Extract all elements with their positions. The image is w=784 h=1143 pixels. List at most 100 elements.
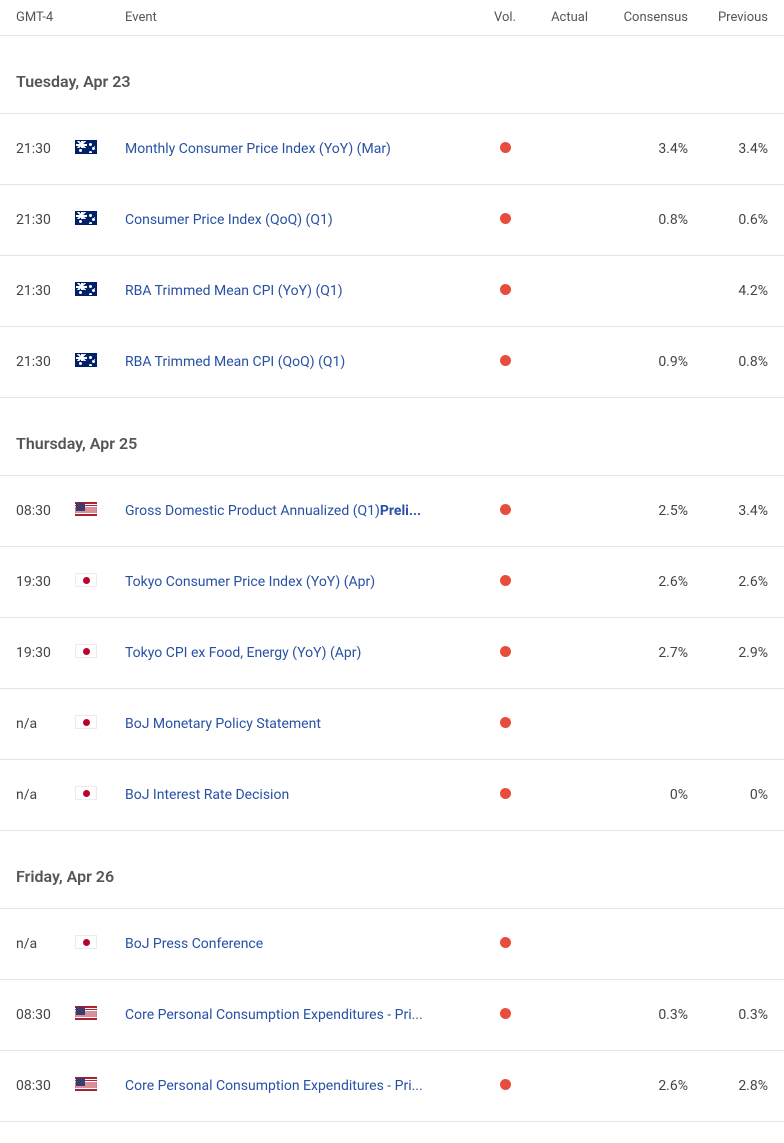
cell-event[interactable]: Tokyo CPI ex Food, Energy (YoY) (Apr) — [125, 645, 482, 661]
vol-dot-icon — [500, 1079, 511, 1090]
cell-previous: 0.3% — [688, 1007, 768, 1023]
cell-previous: 3.4% — [688, 503, 768, 519]
cell-flag — [75, 1006, 125, 1024]
vol-dot-icon — [500, 1008, 511, 1019]
days-container: Tuesday, Apr 23 21:30 Monthly Consumer Pri… — [0, 36, 784, 1122]
jp-flag-icon — [75, 644, 97, 658]
cell-vol — [482, 936, 528, 952]
cell-event[interactable]: Tokyo Consumer Price Index (YoY) (Apr) — [125, 574, 482, 590]
cell-vol — [482, 645, 528, 661]
cell-time: 21:30 — [16, 354, 75, 370]
table-row[interactable]: 19:30 Tokyo CPI ex Food, Energy (YoY) (Ap… — [0, 618, 784, 689]
cell-flag — [75, 282, 125, 300]
vol-dot-icon — [500, 284, 511, 295]
table-row[interactable]: n/a BoJ Press Conference — [0, 909, 784, 980]
cell-time: 21:30 — [16, 283, 75, 299]
cell-vol — [482, 574, 528, 590]
header-actual: Actual — [528, 10, 588, 25]
cell-vol — [482, 503, 528, 519]
cell-flag — [75, 786, 125, 804]
table-row[interactable]: 08:30 Gross Domestic Product Annualized (… — [0, 476, 784, 547]
cell-consensus: 2.6% — [588, 1078, 688, 1094]
header-previous: Previous — [688, 10, 768, 25]
jp-flag-icon — [75, 715, 97, 729]
cell-event[interactable]: BoJ Press Conference — [125, 936, 482, 952]
header-time: GMT-4 — [16, 10, 75, 25]
cell-previous: 0.6% — [688, 212, 768, 228]
cell-time: 08:30 — [16, 1007, 75, 1023]
event-bold-suffix: Preli... — [380, 503, 421, 519]
au-flag-icon — [75, 353, 97, 367]
cell-vol — [482, 212, 528, 228]
cell-time: n/a — [16, 936, 75, 952]
cell-time: n/a — [16, 787, 75, 803]
cell-event[interactable]: BoJ Monetary Policy Statement — [125, 716, 482, 732]
vol-dot-icon — [500, 504, 511, 515]
day-header: Friday, Apr 26 — [0, 831, 784, 909]
cell-flag — [75, 140, 125, 158]
us-flag-icon — [75, 502, 97, 516]
cell-previous: 3.4% — [688, 141, 768, 157]
table-row[interactable]: n/a BoJ Monetary Policy Statement — [0, 689, 784, 760]
cell-vol — [482, 1078, 528, 1094]
table-row[interactable]: 08:30 Core Personal Consumption Expenditu… — [0, 980, 784, 1051]
cell-vol — [482, 716, 528, 732]
cell-vol — [482, 354, 528, 370]
jp-flag-icon — [75, 935, 97, 949]
vol-dot-icon — [500, 355, 511, 366]
cell-time: 21:30 — [16, 212, 75, 228]
header-consensus: Consensus — [588, 10, 688, 25]
cell-flag — [75, 1077, 125, 1095]
day-header: Tuesday, Apr 23 — [0, 36, 784, 114]
cell-event[interactable]: BoJ Interest Rate Decision — [125, 787, 482, 803]
cell-time: 21:30 — [16, 141, 75, 157]
cell-vol — [482, 283, 528, 299]
table-row[interactable]: n/a BoJ Interest Rate Decision 0%0% — [0, 760, 784, 831]
cell-event[interactable]: Core Personal Consumption Expenditures -… — [125, 1078, 482, 1094]
day-header: Thursday, Apr 25 — [0, 398, 784, 476]
table-row[interactable]: 19:30 Tokyo Consumer Price Index (YoY) (A… — [0, 547, 784, 618]
cell-consensus: 2.7% — [588, 645, 688, 661]
table-row[interactable]: 21:30RBA Trimmed Mean CPI (QoQ) (Q1)0.9%… — [0, 327, 784, 398]
cell-event[interactable]: Monthly Consumer Price Index (YoY) (Mar) — [125, 141, 482, 157]
au-flag-icon — [75, 211, 97, 225]
vol-dot-icon — [500, 575, 511, 586]
cell-consensus: 0% — [588, 787, 688, 803]
cell-time: 08:30 — [16, 503, 75, 519]
cell-event[interactable]: RBA Trimmed Mean CPI (QoQ) (Q1) — [125, 354, 482, 370]
cell-event[interactable]: RBA Trimmed Mean CPI (YoY) (Q1) — [125, 283, 482, 299]
cell-previous: 0.8% — [688, 354, 768, 370]
cell-previous: 0% — [688, 787, 768, 803]
cell-event[interactable]: Gross Domestic Product Annualized (Q1)Pr… — [125, 503, 482, 519]
table-header: GMT-4 Event Vol. Actual Consensus Previo… — [0, 0, 784, 36]
cell-flag — [75, 573, 125, 591]
vol-dot-icon — [500, 937, 511, 948]
vol-dot-icon — [500, 788, 511, 799]
cell-flag — [75, 211, 125, 229]
cell-previous: 4.2% — [688, 283, 768, 299]
cell-previous: 2.8% — [688, 1078, 768, 1094]
vol-dot-icon — [500, 717, 511, 728]
au-flag-icon — [75, 282, 97, 296]
vol-dot-icon — [500, 142, 511, 153]
cell-time: n/a — [16, 716, 75, 732]
cell-time: 08:30 — [16, 1078, 75, 1094]
cell-event[interactable]: Consumer Price Index (QoQ) (Q1) — [125, 212, 482, 228]
cell-flag — [75, 935, 125, 953]
cell-time: 19:30 — [16, 574, 75, 590]
cell-consensus: 2.6% — [588, 574, 688, 590]
cell-previous: 2.6% — [688, 574, 768, 590]
au-flag-icon — [75, 140, 97, 154]
table-row[interactable]: 21:30 RBA Trimmed Mean CPI (YoY) (Q1) 4.2% — [0, 256, 784, 327]
table-row[interactable]: 21:30Consumer Price Index (QoQ) (Q1)0.8%… — [0, 185, 784, 256]
cell-event[interactable]: Core Personal Consumption Expenditures -… — [125, 1007, 482, 1023]
vol-dot-icon — [500, 646, 511, 657]
jp-flag-icon — [75, 573, 97, 587]
cell-time: 19:30 — [16, 645, 75, 661]
table-row[interactable]: 08:30 Core Personal Consumption Expenditu… — [0, 1051, 784, 1122]
cell-vol — [482, 1007, 528, 1023]
cell-previous: 2.9% — [688, 645, 768, 661]
cell-flag — [75, 502, 125, 520]
vol-dot-icon — [500, 213, 511, 224]
table-row[interactable]: 21:30 Monthly Consumer Price Index (YoY) … — [0, 114, 784, 185]
